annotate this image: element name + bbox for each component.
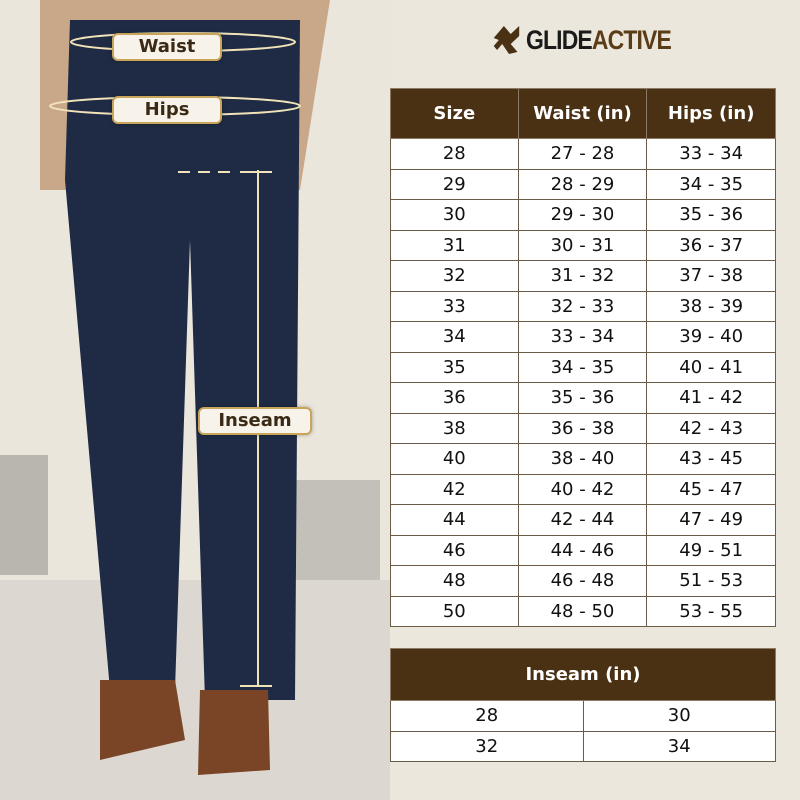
table-cell: 49 - 51 [646, 534, 776, 566]
inseam-table: Inseam (in) 28 30 32 34 [390, 648, 776, 762]
table-cell: 53 - 55 [646, 595, 776, 627]
table-cell: 34 - 35 [517, 351, 648, 383]
table-row: 33 32 - 33 38 - 39 [390, 290, 776, 322]
table-row: 38 36 - 38 42 - 43 [390, 412, 776, 444]
table-cell: 48 - 50 [517, 595, 648, 627]
table-cell: 36 - 38 [517, 412, 648, 444]
waist-label: Waist [112, 33, 222, 61]
header-hips: Hips (in) [646, 88, 776, 139]
table-cell: 42 - 43 [646, 412, 776, 444]
table-row: 40 38 - 40 43 - 45 [390, 443, 776, 475]
table-cell: 40 [390, 443, 519, 475]
table-cell: 28 [390, 138, 519, 170]
table-cell: 36 - 37 [646, 229, 776, 261]
table-cell: 32 [390, 730, 584, 762]
table-cell: 30 [582, 700, 776, 732]
table-cell: 34 [390, 321, 519, 353]
table-cell: 41 - 42 [646, 382, 776, 414]
table-cell: 29 - 30 [517, 199, 648, 231]
table-cell: 29 [390, 168, 519, 200]
table-row: 32 31 - 32 37 - 38 [390, 260, 776, 292]
table-row: 44 42 - 44 47 - 49 [390, 504, 776, 536]
logo-icon [493, 26, 520, 54]
table-cell: 34 - 35 [646, 168, 776, 200]
table-cell: 38 - 39 [646, 290, 776, 322]
table-row: 28 30 [390, 700, 776, 732]
brand-logo: GLIDEACTIVE [492, 24, 672, 56]
hips-label: Hips [112, 96, 222, 124]
table-cell: 35 - 36 [517, 382, 648, 414]
right-boot [198, 690, 270, 775]
building [290, 480, 380, 580]
table-cell: 31 - 32 [517, 260, 648, 292]
table-cell: 47 - 49 [646, 504, 776, 536]
table-cell: 28 - 29 [517, 168, 648, 200]
table-cell: 35 - 36 [646, 199, 776, 231]
table-cell: 40 - 41 [646, 351, 776, 383]
table-row: 42 40 - 42 45 - 47 [390, 473, 776, 505]
table-cell: 38 - 40 [517, 443, 648, 475]
table-cell: 42 [390, 473, 519, 505]
table-cell: 44 [390, 504, 519, 536]
table-row: 36 35 - 36 41 - 42 [390, 382, 776, 414]
table-row: 30 29 - 30 35 - 36 [390, 199, 776, 231]
table-cell: 32 - 33 [517, 290, 648, 322]
table-cell: 32 [390, 260, 519, 292]
header-waist: Waist (in) [517, 88, 648, 139]
table-row: 31 30 - 31 36 - 37 [390, 229, 776, 261]
table-cell: 33 - 34 [517, 321, 648, 353]
table-cell: 44 - 46 [517, 534, 648, 566]
table-row: 29 28 - 29 34 - 35 [390, 168, 776, 200]
header-size: Size [390, 88, 519, 139]
table-cell: 51 - 53 [646, 565, 776, 597]
brand-name-2: ACTIVE [591, 24, 672, 55]
table-cell: 43 - 45 [646, 443, 776, 475]
table-row: 35 34 - 35 40 - 41 [390, 351, 776, 383]
table-row: 50 48 - 50 53 - 55 [390, 595, 776, 627]
table-row: 46 44 - 46 49 - 51 [390, 534, 776, 566]
table-cell: 30 - 31 [517, 229, 648, 261]
table-cell: 35 [390, 351, 519, 383]
table-cell: 40 - 42 [517, 473, 648, 505]
table-cell: 46 - 48 [517, 565, 648, 597]
table-cell: 34 [582, 730, 776, 762]
table-cell: 42 - 44 [517, 504, 648, 536]
brand-name-1: GLIDE [526, 24, 593, 55]
table-row: 32 34 [390, 730, 776, 762]
table-cell: 46 [390, 534, 519, 566]
pants [65, 20, 300, 700]
left-boot [100, 680, 185, 760]
inseam-label: Inseam [198, 407, 312, 435]
table-cell: 28 [390, 700, 584, 732]
table-cell: 33 - 34 [646, 138, 776, 170]
table-cell: 45 - 47 [646, 473, 776, 505]
table-cell: 50 [390, 595, 519, 627]
table-row: 34 33 - 34 39 - 40 [390, 321, 776, 353]
table-row: 28 27 - 28 33 - 34 [390, 138, 776, 170]
table-cell: 31 [390, 229, 519, 261]
table-row: 48 46 - 48 51 - 53 [390, 565, 776, 597]
table-cell: 27 - 28 [517, 138, 648, 170]
table-cell: 39 - 40 [646, 321, 776, 353]
table-cell: 36 [390, 382, 519, 414]
table-cell: 38 [390, 412, 519, 444]
building [0, 455, 48, 575]
table-cell: 33 [390, 290, 519, 322]
table-cell: 37 - 38 [646, 260, 776, 292]
size-table: Size Waist (in) Hips (in) 28 27 - 28 33 - … [390, 88, 776, 627]
table-cell: 30 [390, 199, 519, 231]
header-inseam: Inseam (in) [390, 648, 776, 701]
table-cell: 48 [390, 565, 519, 597]
